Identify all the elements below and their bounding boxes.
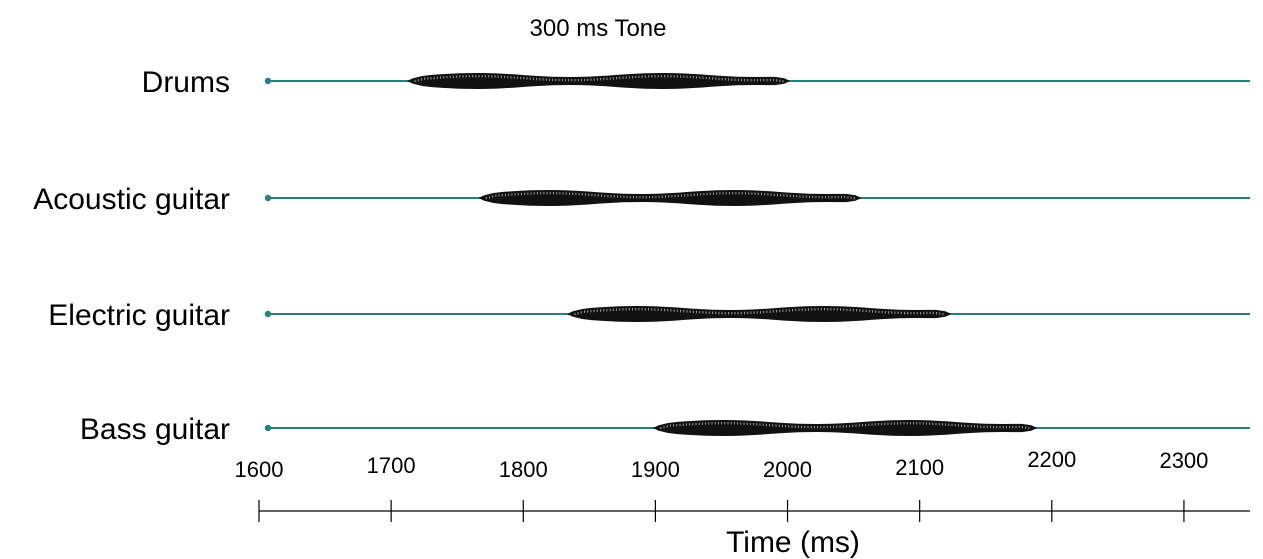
tone-burst [652, 420, 1038, 436]
start-point [264, 424, 272, 432]
series-layer: Drums Acoustic guitar Electric guitar Bass … [33, 66, 1250, 446]
series-label: Electric guitar [48, 299, 230, 332]
series-bass-guitar: Bass guitar [80, 413, 1250, 446]
x-tick-label: 2200 [1027, 447, 1076, 472]
start-point [264, 194, 272, 202]
tone-burst-texture [485, 192, 855, 200]
series-electric-guitar: Electric guitar [48, 299, 1250, 332]
x-tick-label: 1700 [367, 453, 416, 478]
chart-title: 300 ms Tone [530, 15, 667, 42]
series-acoustic-guitar: Acoustic guitar [33, 183, 1250, 216]
series-label: Bass guitar [80, 413, 230, 446]
x-tick-label: 1800 [499, 457, 548, 482]
tone-burst [478, 190, 862, 206]
tone-burst [566, 306, 952, 322]
start-point [264, 310, 272, 318]
series-label: Drums [142, 66, 230, 99]
x-tick-label: 2300 [1159, 448, 1208, 473]
tone-burst-texture [574, 308, 944, 316]
x-axis: 1600 1700 1800 1900 2000 2100 2200 2300 [235, 447, 1250, 522]
x-axis-title: Time (ms) [726, 526, 860, 559]
series-label: Acoustic guitar [33, 183, 230, 216]
tone-burst-texture [660, 422, 1030, 430]
series-drums: Drums [142, 66, 1250, 99]
x-tick-label: 1600 [235, 457, 284, 482]
tone-burst-texture [414, 75, 784, 83]
x-tick-label: 1900 [631, 457, 680, 482]
tone-burst [406, 73, 791, 89]
x-tick-label: 2100 [895, 455, 944, 480]
start-point [264, 77, 272, 85]
x-tick-label: 2000 [763, 457, 812, 482]
